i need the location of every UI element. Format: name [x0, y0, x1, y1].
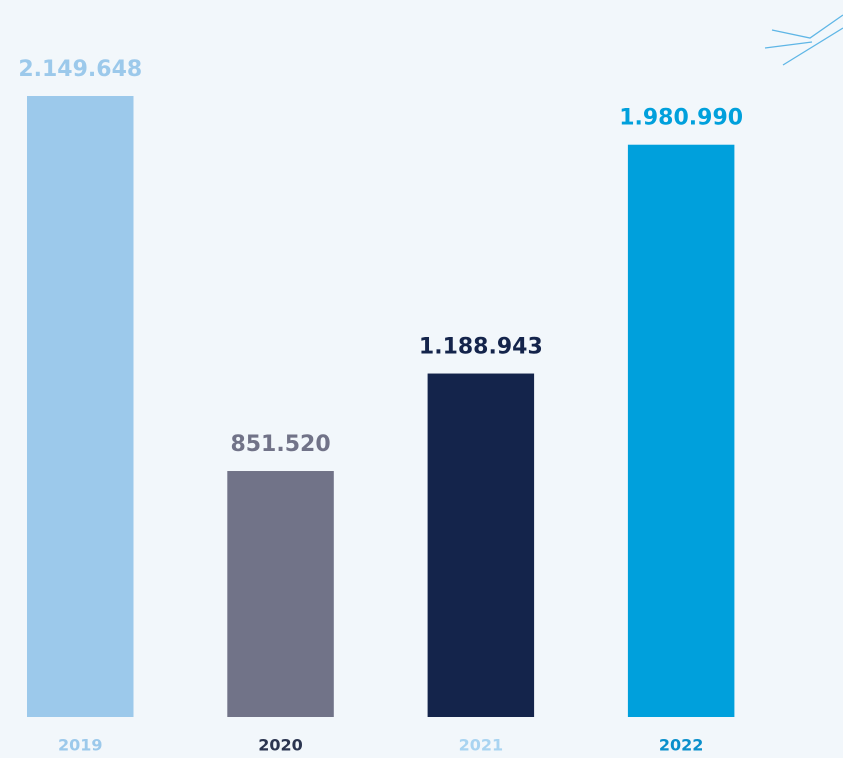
plane-icon	[764, 14, 843, 66]
x-tick-label: 2019	[58, 736, 103, 755]
plane-line	[764, 41, 813, 49]
bar	[227, 471, 334, 717]
bar	[627, 144, 735, 718]
value-label: 1.980.990	[619, 106, 743, 131]
value-label: 851.520	[230, 432, 330, 457]
bar	[27, 96, 134, 717]
value-label: 2.149.648	[18, 57, 142, 82]
plane-line	[782, 27, 843, 66]
value-label: 1.188.943	[419, 335, 543, 360]
bar	[427, 373, 535, 717]
x-tick-label: 2021	[459, 736, 504, 755]
plane-line	[771, 14, 843, 39]
x-tick-label: 2020	[258, 736, 303, 755]
x-tick-label: 2022	[659, 736, 704, 755]
